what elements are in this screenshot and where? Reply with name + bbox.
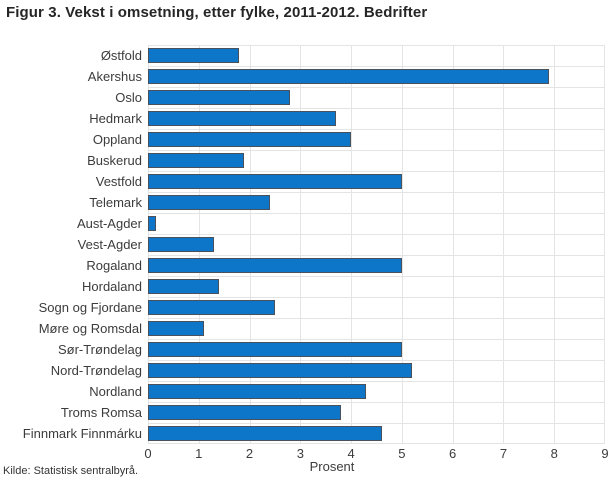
category-label: Nord-Trøndelag (50, 363, 142, 378)
x-tick-label: 6 (449, 446, 457, 461)
category-label: Rogaland (86, 258, 142, 273)
y-gridline (148, 318, 605, 319)
x-tick-label: 2 (245, 446, 254, 461)
category-label: Oslo (115, 90, 142, 105)
y-gridline (148, 443, 605, 444)
x-axis-title: Prosent (309, 459, 355, 474)
y-gridline (148, 402, 605, 403)
category-label: Nordland (89, 384, 142, 399)
y-gridline (148, 192, 605, 193)
y-gridline (148, 381, 605, 382)
x-tick-label: 7 (499, 446, 508, 461)
x-gridline (250, 45, 251, 444)
category-label: Finnmark Finnmárku (22, 426, 142, 441)
bar-hordaland (148, 279, 219, 294)
bar-vestfold (148, 174, 402, 189)
y-gridline (148, 87, 605, 88)
category-label: Sør-Trøndelag (57, 342, 142, 357)
category-label: Vest-Agder (77, 237, 142, 252)
category-label: Aust-Agder (76, 216, 142, 231)
category-label: Vestfold (95, 174, 142, 189)
source-note: Kilde: Statistisk sentralbyrå. (3, 465, 139, 477)
category-label: Hordaland (82, 279, 142, 294)
bar-telemark (148, 195, 270, 210)
category-label: Buskerud (87, 153, 142, 168)
y-gridline (148, 108, 605, 109)
y-gridline (148, 66, 605, 67)
y-gridline (148, 171, 605, 172)
x-gridline (453, 45, 454, 444)
x-gridline (503, 45, 504, 444)
bar-nord-trøndelag (148, 363, 412, 378)
y-gridline (148, 255, 605, 256)
category-label: Hedmark (89, 111, 142, 126)
x-tick-label: 4 (347, 446, 355, 461)
y-gridline (148, 297, 605, 298)
bar-nordland (148, 384, 366, 399)
category-label: Troms Romsa (60, 405, 142, 420)
x-tick-label: 5 (398, 446, 406, 461)
figure-title: Figur 3. Vekst i omsetning, etter fylke,… (6, 4, 428, 21)
x-gridline (300, 45, 301, 444)
x-tick-label: 0 (144, 446, 152, 461)
y-gridline (148, 129, 605, 130)
x-gridline (351, 45, 352, 444)
category-label: Oppland (92, 132, 142, 147)
category-label: Telemark (89, 195, 142, 210)
x-gridline (604, 45, 605, 444)
bar-oslo (148, 90, 290, 105)
category-label: Østfold (100, 48, 142, 63)
y-gridline (148, 276, 605, 277)
x-axis: 0 1 2 3 4 5 6 7 8 9 (144, 446, 609, 461)
bar-troms-romsa (148, 405, 341, 420)
bar-finnmark-finnmárku (148, 426, 382, 441)
bar-buskerud (148, 153, 244, 168)
bar-akershus (148, 69, 549, 84)
bar-sør-trøndelag (148, 342, 402, 357)
y-gridline (148, 234, 605, 235)
x-gridline (402, 45, 403, 444)
bar-sogn-og-fjordane (148, 300, 275, 315)
y-gridline (148, 423, 605, 424)
plot-area (148, 45, 605, 444)
x-tick-label: 3 (296, 446, 304, 461)
x-gridline (554, 45, 555, 444)
category-label: Sogn og Fjordane (38, 300, 142, 315)
bar-østfold (148, 48, 239, 63)
bar-oppland (148, 132, 351, 147)
y-gridline (148, 213, 605, 214)
y-gridline (148, 45, 605, 46)
y-gridline (148, 360, 605, 361)
y-axis-category-labels: Østfold Akershus Oslo Hedmark Oppland Buskeru… (0, 45, 142, 444)
y-gridline (148, 150, 605, 151)
y-gridline (148, 339, 605, 340)
x-tick-label: 9 (601, 446, 609, 461)
bar-hedmark (148, 111, 336, 126)
x-tick-label: 1 (195, 446, 203, 461)
category-label: Møre og Romsdal (38, 321, 142, 336)
bar-møre-og-romsdal (148, 321, 204, 336)
x-tick-label: 8 (550, 446, 558, 461)
category-label: Akershus (87, 69, 142, 84)
bar-vest-agder (148, 237, 214, 252)
bar-rogaland (148, 258, 402, 273)
bar-aust-agder (148, 216, 156, 231)
